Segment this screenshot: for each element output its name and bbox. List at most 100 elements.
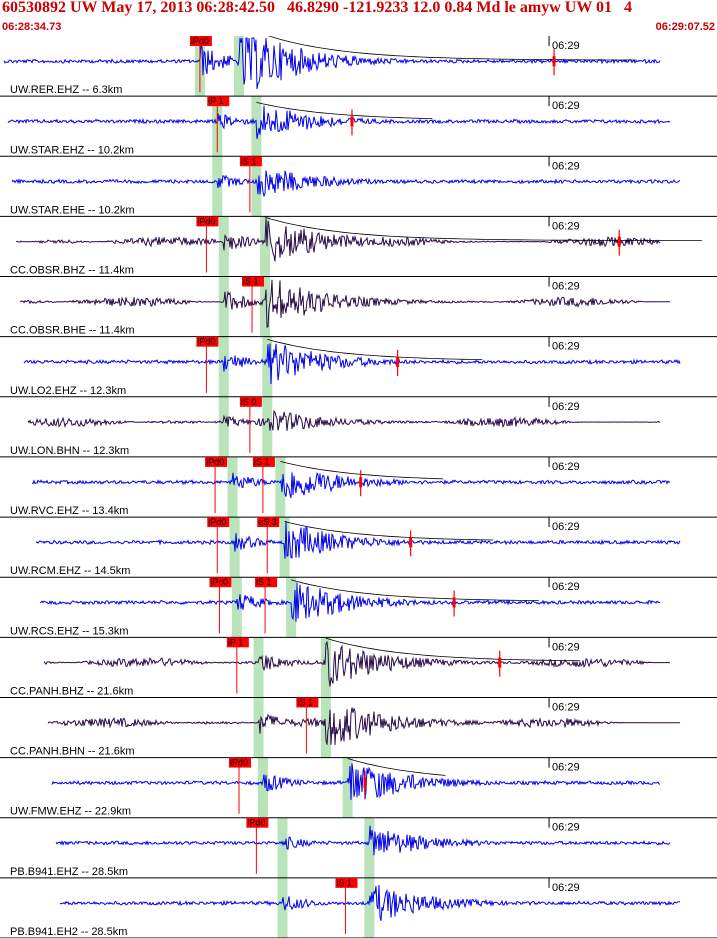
coda-duration-tick bbox=[396, 356, 400, 367]
minute-tick-label: 06:29 bbox=[552, 40, 580, 52]
phase-pick-label: iPd0 bbox=[206, 457, 224, 467]
station-label: UW.RVC.EHZ -- 13.4km bbox=[10, 505, 128, 517]
window-end-time: 06:29:07.52 bbox=[655, 21, 715, 33]
phase-pick-flag bbox=[257, 517, 280, 528]
phase-pick-flag bbox=[209, 577, 232, 588]
trace-waveform bbox=[11, 170, 681, 198]
coda-envelope bbox=[267, 36, 637, 61]
trace-waveform bbox=[43, 640, 670, 687]
minute-tick-label: 06:29 bbox=[552, 401, 580, 413]
phase-pick-label: iPd0 bbox=[197, 337, 215, 347]
phase-pick-flag bbox=[242, 276, 265, 287]
coda-envelope bbox=[267, 338, 483, 360]
trace-waveform bbox=[27, 409, 661, 431]
phase-pick-label: iPd0 bbox=[191, 36, 209, 46]
minute-tick-label: 06:29 bbox=[552, 822, 580, 834]
coda-envelope bbox=[264, 216, 702, 241]
trace-waveform bbox=[31, 472, 671, 499]
station-label: CC.PANH.BHZ -- 21.6km bbox=[10, 685, 133, 697]
phase-pick-flag bbox=[196, 336, 219, 347]
phase-pick-label: iS 1 bbox=[243, 277, 259, 287]
trace-waveform bbox=[19, 279, 670, 328]
station-label: UW.LON.BHN -- 12.3km bbox=[10, 445, 129, 457]
phase-pick-label: iP 1 bbox=[228, 637, 243, 647]
p-window-band bbox=[194, 36, 288, 938]
station-label: CC.PANH.BHN -- 21.6km bbox=[10, 746, 134, 758]
minute-tick-label: 06:29 bbox=[552, 521, 580, 533]
trace-waveform bbox=[3, 37, 661, 90]
trace-waveform bbox=[7, 105, 671, 139]
minute-tick-label: 06:29 bbox=[552, 882, 580, 894]
coda-duration-tick bbox=[359, 477, 363, 488]
phase-pick-label: iS 1 bbox=[297, 697, 313, 707]
phase-pick-flag bbox=[205, 456, 228, 467]
phase-pick-flag bbox=[239, 396, 262, 407]
minute-tick-label: 06:29 bbox=[552, 461, 580, 473]
coda-duration-tick bbox=[363, 777, 367, 788]
coda-envelope bbox=[280, 461, 444, 480]
phase-pick-flag bbox=[296, 697, 319, 708]
phase-pick-flag bbox=[246, 817, 269, 828]
window-start-time: 06:28:34.73 bbox=[2, 21, 62, 33]
phase-pick-flag bbox=[196, 216, 219, 227]
s-window-band bbox=[234, 36, 375, 938]
station-label: UW.RCS.EHZ -- 15.3km bbox=[10, 625, 129, 637]
coda-duration-tick bbox=[498, 657, 502, 668]
minute-tick-label: 06:29 bbox=[552, 100, 580, 112]
phase-pick-flag bbox=[189, 36, 212, 46]
phase-pick-flag bbox=[335, 877, 358, 888]
seismogram-panel: iPd0 06:29 UW.RER.EHZ -- 6.3km iP 1 06:29 UW.… bbox=[0, 36, 717, 938]
station-label: UW.RCM.EHZ -- 14.5km bbox=[10, 565, 130, 577]
phase-pick-label: iPd0 bbox=[197, 216, 215, 226]
coda-envelope bbox=[347, 758, 446, 776]
minute-tick-label: 06:29 bbox=[552, 281, 580, 293]
minute-tick-label: 06:29 bbox=[552, 220, 580, 232]
trace-waveform bbox=[47, 707, 681, 745]
phase-pick-flag bbox=[255, 577, 278, 588]
phase-pick-flag bbox=[207, 517, 230, 528]
coda-envelope bbox=[291, 579, 539, 601]
minute-tick-label: 06:29 bbox=[552, 581, 580, 593]
coda-envelope bbox=[284, 521, 494, 541]
phase-pick-label: iPd0 bbox=[230, 758, 248, 768]
station-label: PB.B941.EHZ -- 28.5km bbox=[10, 866, 128, 878]
phase-pick-label: iPc0 bbox=[210, 577, 228, 587]
trace-waveform bbox=[55, 825, 671, 856]
trace-waveform bbox=[39, 582, 661, 622]
trace-waveform bbox=[35, 520, 681, 559]
station-label: UW.RER.EHZ -- 6.3km bbox=[10, 84, 122, 96]
station-label: UW.STAR.EHZ -- 10.2km bbox=[10, 144, 134, 156]
event-title: 60530892 UW May 17, 2013 06:28:42.50 46.… bbox=[2, 0, 633, 16]
header: 60530892 UW May 17, 2013 06:28:42.50 46.… bbox=[0, 0, 717, 36]
phase-pick-label: iPd0 bbox=[208, 517, 226, 527]
phase-pick-flag bbox=[229, 757, 251, 768]
coda-duration-tick bbox=[452, 597, 456, 608]
phase-pick-label: iS 1 bbox=[336, 878, 352, 888]
minute-tick-label: 06:29 bbox=[552, 160, 580, 172]
phase-pick-label: iS 0 bbox=[241, 397, 257, 407]
coda-duration-tick bbox=[350, 116, 354, 127]
phase-pick-label: iP 1 bbox=[208, 96, 223, 106]
trace-waveform bbox=[51, 763, 661, 800]
phase-pick-flag bbox=[252, 456, 275, 467]
trace-waveform bbox=[59, 884, 681, 922]
station-label: UW.LO2.EHZ -- 12.3km bbox=[10, 385, 126, 397]
phase-pick-label: iS 1 bbox=[241, 156, 257, 166]
phase-pick-flag bbox=[239, 156, 262, 167]
phase-pick-flag bbox=[226, 637, 249, 648]
minute-tick-label: 06:29 bbox=[552, 341, 580, 353]
minute-tick-label: 06:29 bbox=[552, 701, 580, 713]
phase-pick-label: eS 3 bbox=[258, 517, 277, 527]
phase-pick-flag bbox=[207, 96, 230, 107]
coda-envelope bbox=[256, 102, 433, 119]
coda-envelope bbox=[325, 637, 581, 662]
station-label: CC.OBSR.BHZ -- 11.4km bbox=[10, 265, 134, 277]
station-label: CC.OBSR.BHE -- 11.4km bbox=[10, 325, 135, 337]
station-label: PB.B941.EH2 -- 28.5km bbox=[10, 926, 127, 938]
coda-duration-tick bbox=[617, 236, 621, 247]
phase-pick-label: iS 1 bbox=[254, 457, 270, 467]
phase-pick-label: iS 1 bbox=[256, 577, 272, 587]
minute-tick-label: 06:29 bbox=[552, 762, 580, 774]
station-label: UW.FMW.EHZ -- 22.9km bbox=[10, 806, 131, 818]
coda-duration-tick bbox=[552, 56, 556, 67]
